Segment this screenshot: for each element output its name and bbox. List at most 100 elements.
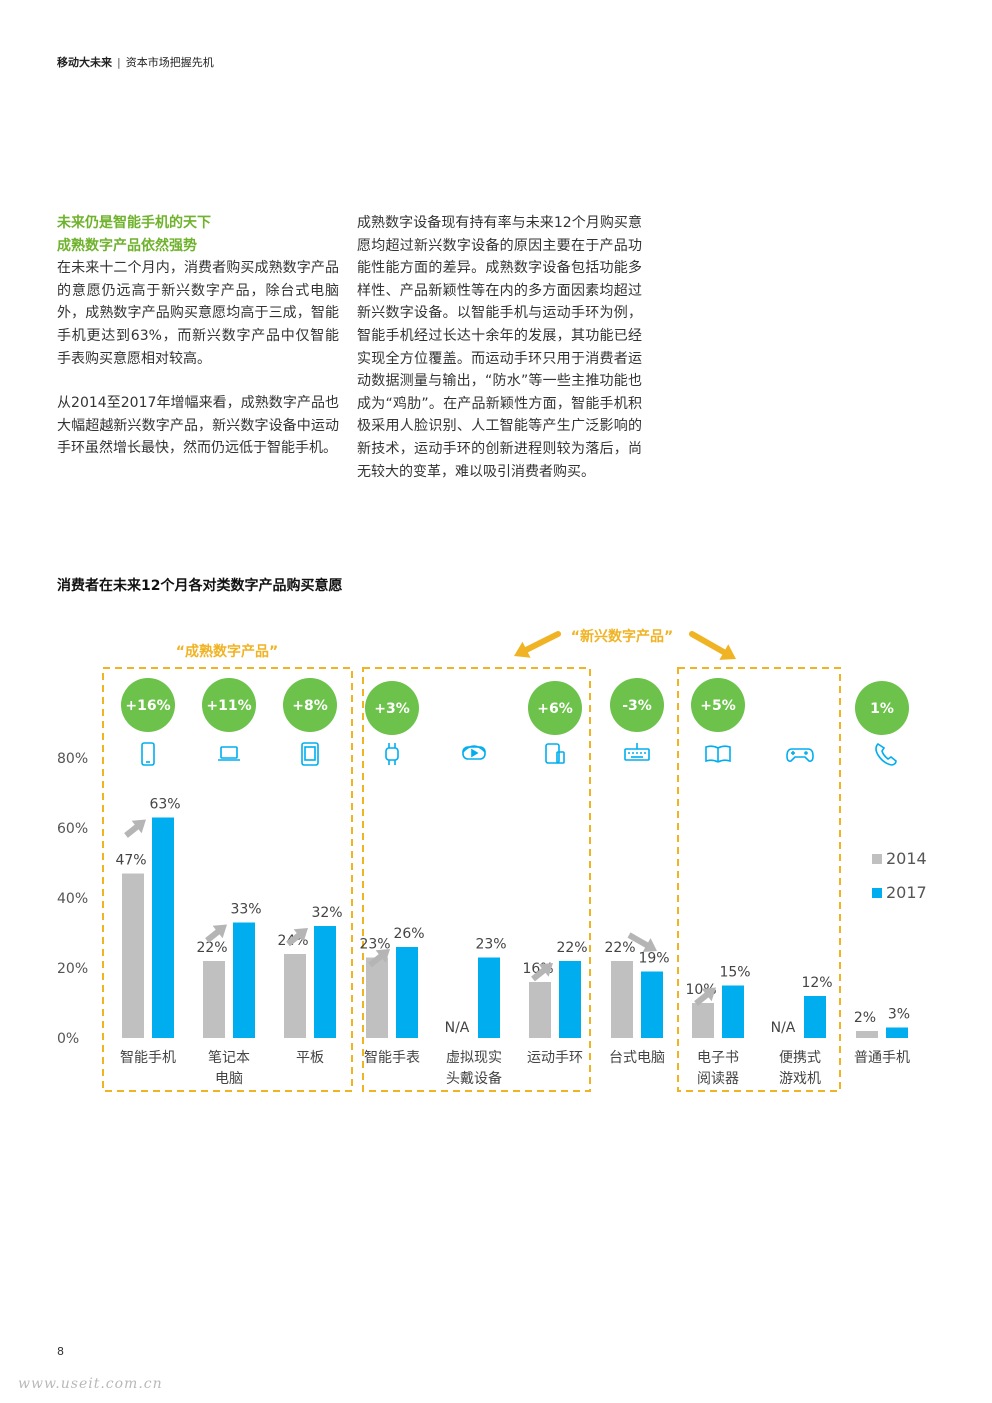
change-badge-label: +11%: [206, 698, 251, 714]
smartwatch-icon: [385, 743, 399, 765]
group-label-mature: “成熟数字产品”: [176, 643, 278, 660]
bar-2014-label: 23%: [359, 937, 390, 953]
tablet-icon: [301, 742, 319, 766]
change-badge-label: -3%: [622, 698, 652, 714]
group-label-emerging: “新兴数字产品”: [571, 628, 673, 645]
bar-2014: [529, 982, 551, 1038]
watermark: www.useit.com.cn: [18, 1376, 163, 1392]
bar-2014: [692, 1003, 714, 1038]
category-label: 智能手机: [120, 1050, 176, 1066]
laptop-icon: [218, 746, 240, 761]
bar-2017: [722, 985, 744, 1038]
bar-2014: [122, 873, 144, 1038]
bar-2017-label: 32%: [311, 905, 342, 921]
bar-2014: [611, 961, 633, 1038]
bar-2017-label: 26%: [393, 926, 424, 942]
page-number: 8: [57, 1345, 64, 1358]
category-label: 智能手表: [364, 1050, 420, 1066]
change-badge-label: 1%: [870, 701, 894, 717]
bar-2017-label: 19%: [638, 951, 669, 967]
trend-arrow-head: [212, 924, 227, 939]
category-label: 普通手机: [854, 1050, 910, 1066]
emerging-arrow-right-head: [719, 644, 736, 660]
emerging-arrow-right-shaft: [689, 631, 733, 659]
category-label: 虚拟现实: [446, 1050, 502, 1066]
change-badge: [855, 681, 909, 735]
bar-2014-label: 22%: [196, 940, 227, 956]
emerging-arrow-left-head: [514, 641, 531, 658]
trend-arrow-head: [131, 819, 146, 834]
y-tick-label: 40%: [57, 891, 88, 907]
legend-label-2017: 2017: [886, 883, 927, 902]
y-tick-label: 0%: [57, 1031, 79, 1047]
category-label: 头戴设备: [446, 1070, 502, 1087]
trend-arrow-head: [293, 928, 308, 942]
trend-arrow-head: [375, 949, 390, 963]
category-label: 电子书: [697, 1050, 739, 1066]
bar-2014-label: 2%: [854, 1010, 876, 1026]
change-badge-label: +3%: [374, 701, 410, 717]
emerging-arrow-left-shaft: [518, 631, 561, 656]
bar-2014: [203, 961, 225, 1038]
fitness-band-icon: [545, 743, 565, 764]
bar-2014: [284, 954, 306, 1038]
category-label: 笔记本: [208, 1050, 250, 1066]
y-tick-label: 80%: [57, 751, 88, 767]
bar-2014: [366, 957, 388, 1038]
category-label: 运动手环: [527, 1050, 583, 1066]
bar-2017-label: 22%: [556, 940, 587, 956]
header-subtitle: 资本市场把握先机: [125, 56, 214, 69]
group-box-2: [677, 667, 841, 1092]
left-paragraph-2: 从2014至2017年增幅来看，成熟数字产品也大幅超越新兴数字产品，新兴数字设备…: [57, 395, 339, 457]
left-column: 未来仍是智能手机的天下 成熟数字产品依然强势 在未来十二个月内，消费者购买成熟数…: [57, 212, 339, 482]
section-heading-line1: 未来仍是智能手机的天下: [57, 215, 211, 231]
change-badge-label: +5%: [700, 698, 736, 714]
bar-2014-label: N/A: [771, 1020, 796, 1036]
category-label: 平板: [296, 1050, 324, 1066]
header-separator: |: [117, 56, 121, 69]
phone-icon: [875, 742, 897, 766]
ebook-icon: [705, 745, 731, 763]
change-badge: [528, 681, 582, 735]
right-column: 成熟数字设备现有持有率与未来12个月购买意愿均超过新兴数字设备的原因主要在于产品…: [357, 212, 642, 505]
bar-2017: [152, 817, 174, 1038]
trend-arrow-head: [538, 963, 553, 977]
legend-swatch-2014: [872, 854, 882, 864]
category-label: 台式电脑: [609, 1050, 665, 1066]
bar-2017: [641, 971, 663, 1038]
smartphone-icon: [141, 742, 155, 766]
change-badge: [365, 681, 419, 735]
change-badge-label: +6%: [537, 701, 573, 717]
bar-2017-label: 3%: [888, 1007, 910, 1023]
trend-arrow-head: [642, 938, 657, 952]
category-label: 便携式: [779, 1050, 821, 1066]
bar-2017-label: 12%: [801, 975, 832, 991]
bar-2017: [804, 996, 826, 1038]
section-heading-line2: 成熟数字产品依然强势: [57, 237, 197, 254]
page-header: 移动大未来 | 资本市场把握先机: [57, 54, 214, 70]
bar-2017: [396, 947, 418, 1038]
keyboard-icon: [624, 743, 650, 761]
header-title: 移动大未来: [57, 56, 112, 69]
category-label: 阅读器: [697, 1070, 739, 1087]
bar-2017-label: 33%: [230, 902, 261, 918]
y-tick-label: 60%: [57, 821, 88, 837]
chart-title: 消费者在未来12个月各对类数字产品购买意愿: [57, 578, 343, 594]
change-badge: [202, 678, 256, 732]
bar-2017-label: 15%: [719, 965, 750, 981]
legend-label-2014: 2014: [886, 849, 927, 868]
bar-2017-label: 63%: [149, 797, 180, 813]
bar-2014-label: 47%: [115, 853, 146, 869]
bar-2017: [559, 961, 581, 1038]
bar-2017-label: 23%: [475, 937, 506, 953]
bar-2017: [233, 922, 255, 1038]
group-box-1: [362, 667, 591, 1092]
right-paragraph-1: 成熟数字设备现有持有率与未来12个月购买意愿均超过新兴数字设备的原因主要在于产品…: [357, 215, 642, 480]
bar-2014: [856, 1031, 878, 1038]
y-tick-label: 20%: [57, 961, 88, 977]
change-badge: [610, 678, 664, 732]
purchase-intent-bar-chart: 0% 20% 40% 60% 80% “成熟数字产品” “新兴数字产品” +16% +11% +8…: [57, 628, 927, 1092]
change-badge: [691, 678, 745, 732]
bar-2014-label: N/A: [445, 1020, 470, 1036]
change-badge-label: +16%: [125, 698, 170, 714]
